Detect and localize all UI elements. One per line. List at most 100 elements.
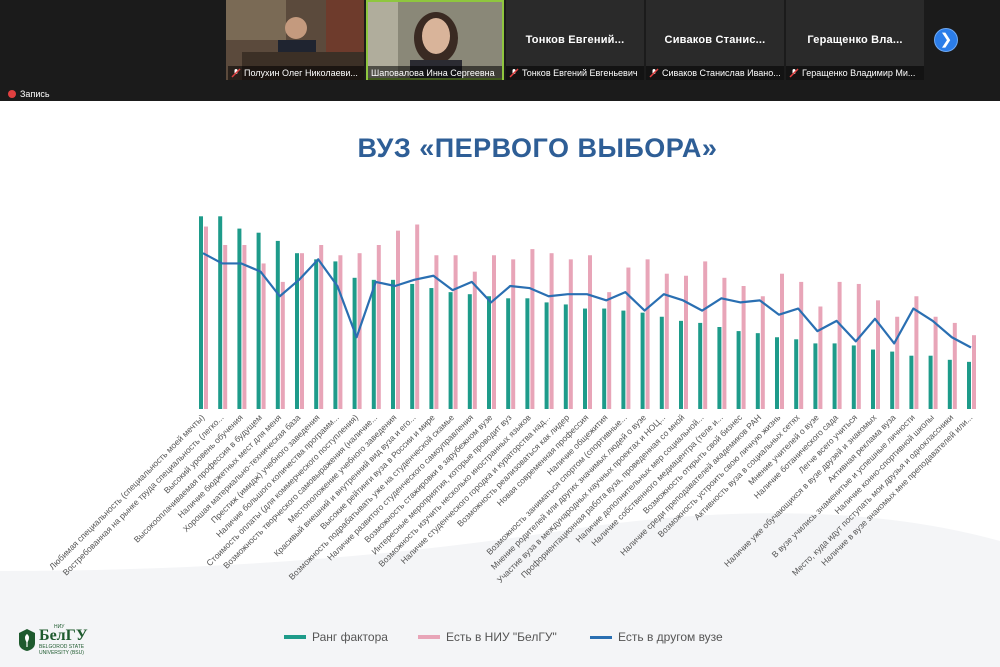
bar-rank-29 [755, 333, 760, 409]
participant-tile-title: Тонков Евгений... [525, 34, 625, 46]
bar-belgu-0 [204, 226, 208, 409]
bar-belgu-1 [223, 245, 228, 409]
line-other-university [202, 252, 972, 349]
bar-belgu-18 [549, 253, 554, 409]
bar-rank-16 [506, 298, 511, 409]
participant-name: Сиваков Станислав Ивано... [662, 68, 781, 78]
bar-rank-6 [314, 259, 319, 409]
bar-rank-11 [410, 283, 415, 409]
legend-label: Есть в НИУ "БелГУ" [446, 630, 557, 644]
bar-rank-20 [583, 308, 587, 409]
bar-rank-19 [563, 304, 568, 409]
legend-swatch [284, 635, 306, 639]
mic-muted-icon [789, 68, 799, 78]
bar-rank-34 [851, 345, 856, 409]
participant-name: Геращенко Владимир Ми... [802, 68, 916, 78]
bar-belgu-29 [760, 296, 765, 409]
legend-swatch [418, 635, 440, 639]
mic-muted-icon [649, 68, 659, 78]
participant-name: Шаповалова Инна Сергеевна [371, 68, 495, 78]
bar-belgu-21 [607, 292, 612, 409]
participant-label-4: Сиваков Станислав Ивано... [646, 66, 784, 80]
logo-text: БелГУ BELGOROD STATE UNIVERSITY (BSU) [39, 628, 88, 657]
bar-rank-7 [333, 261, 338, 409]
bar-belgu-3 [261, 263, 266, 409]
slide-title: ВУЗ «ПЕРВОГО ВЫБОРА» [357, 133, 718, 163]
bar-belgu-9 [376, 245, 381, 409]
next-participants-button[interactable]: ❯ [934, 28, 958, 52]
slide-background-wave [0, 513, 1000, 667]
bar-belgu-35 [876, 300, 880, 409]
bar-belgu-23 [645, 259, 650, 409]
participant-label-1: Полухин Олег Николаеви... [228, 66, 364, 80]
bar-belgu-16 [511, 259, 516, 409]
participant-tile-title: Сиваков Станис... [664, 34, 766, 46]
legend-swatch [590, 635, 612, 639]
bar-rank-39 [947, 359, 952, 409]
bar-belgu-11 [415, 224, 420, 409]
bar-rank-9 [371, 279, 376, 409]
bar-rank-5 [295, 253, 299, 409]
bar-rank-31 [794, 339, 799, 409]
bar-belgu-28 [741, 286, 746, 409]
bar-belgu-39 [952, 322, 957, 409]
bar-belgu-32 [818, 306, 823, 409]
participant-label-5: Геращенко Владимир Ми... [786, 66, 924, 80]
bar-rank-10 [391, 279, 395, 409]
bar-rank-35 [871, 349, 875, 409]
mic-muted-icon [509, 68, 519, 78]
bar-belgu-25 [684, 275, 688, 409]
participant-label-2: Шаповалова Инна Сергеевна [368, 66, 502, 80]
bar-belgu-6 [319, 245, 324, 409]
bar-rank-15 [487, 296, 491, 409]
legend-label: Есть в другом вузе [618, 630, 723, 644]
chevron-right-icon: ❯ [939, 31, 953, 48]
bar-rank-1 [218, 216, 223, 409]
bar-belgu-15 [492, 255, 496, 409]
bar-belgu-33 [837, 281, 842, 409]
bar-rank-24 [659, 316, 664, 409]
bar-rank-4 [275, 240, 280, 409]
bar-belgu-4 [280, 281, 285, 409]
bar-belgu-20 [588, 255, 592, 409]
bar-rank-23 [640, 312, 645, 409]
bar-rank-22 [621, 310, 626, 409]
legend-item-rank: Ранг фактора [284, 630, 388, 644]
bar-rank-37 [909, 355, 914, 409]
participant-tile-title: Геращенко Вла... [807, 34, 903, 46]
bar-rank-12 [429, 288, 434, 409]
bar-rank-28 [736, 331, 741, 409]
logo-superscript: НИУ [54, 624, 65, 630]
bar-belgu-31 [799, 281, 804, 409]
university-logo: БелГУ BELGOROD STATE UNIVERSITY (BSU) НИ… [18, 624, 88, 657]
participant-label-3: Тонков Евгений Евгеньевич [506, 66, 644, 80]
bar-rank-25 [679, 320, 683, 409]
record-dot-icon [8, 90, 16, 98]
bar-belgu-7 [338, 255, 343, 409]
bar-belgu-30 [780, 273, 784, 409]
mic-muted-icon [231, 68, 241, 78]
bar-rank-2 [237, 228, 242, 409]
bar-belgu-24 [664, 273, 669, 409]
recording-indicator: Запись [8, 89, 50, 99]
bar-rank-30 [775, 337, 779, 409]
bar-belgu-40 [972, 335, 976, 409]
bar-rank-38 [928, 355, 933, 409]
bar-rank-14 [467, 294, 472, 409]
bar-belgu-27 [722, 277, 727, 409]
bar-belgu-13 [453, 255, 458, 409]
bar-belgu-5 [300, 253, 304, 409]
bar-rank-8 [352, 277, 357, 409]
bar-rank-26 [698, 322, 703, 409]
bar-belgu-38 [933, 316, 938, 409]
bar-belgu-17 [530, 249, 535, 409]
recording-label: Запись [20, 89, 50, 99]
video-conference-strip: Тонков Евгений... Сиваков Станис... Гера… [0, 0, 1000, 101]
bar-rank-33 [832, 343, 837, 409]
bar-rank-13 [448, 292, 453, 409]
legend-item-other: Есть в другом вузе [590, 630, 723, 644]
participant-tile-1[interactable] [226, 0, 364, 80]
legend-label: Ранг фактора [312, 630, 388, 644]
bar-rank-18 [544, 302, 549, 409]
